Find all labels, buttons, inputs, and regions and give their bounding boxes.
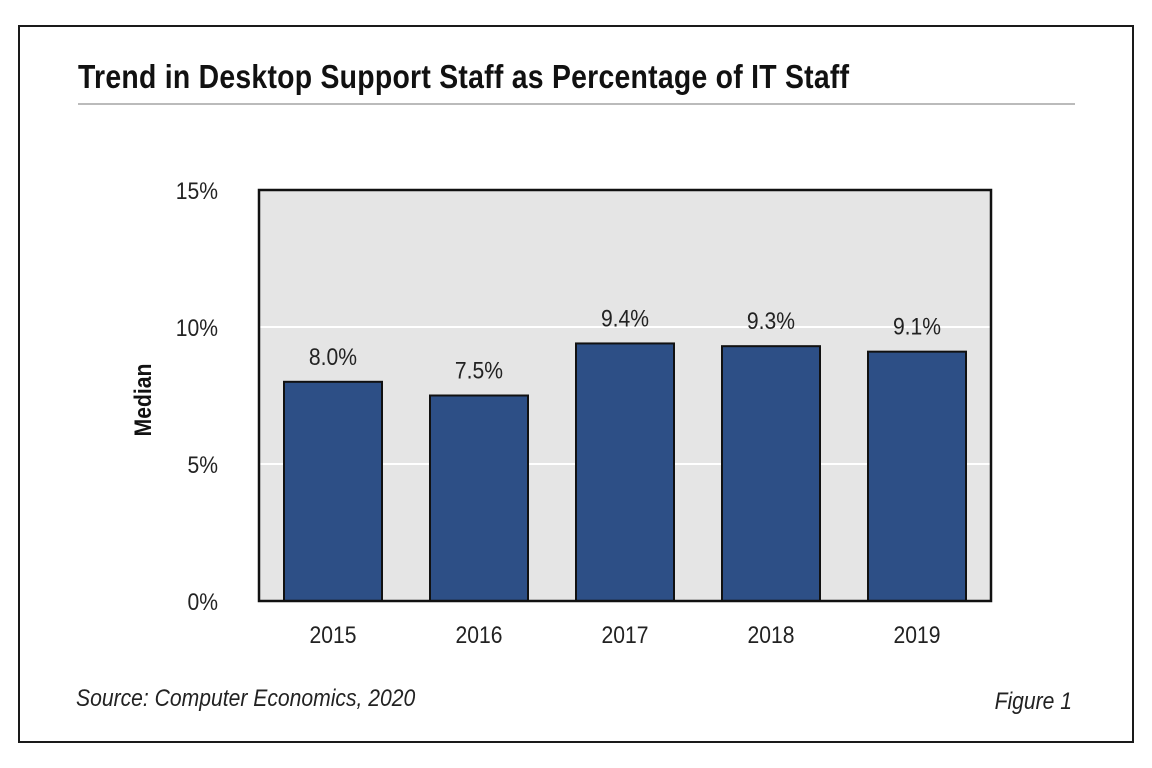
title-divider (78, 103, 1075, 105)
y-tick-label: 5% (187, 452, 218, 479)
y-tick-label: 0% (187, 589, 218, 616)
bar-2015 (283, 380, 383, 602)
figure-label: Figure 1 (994, 688, 1072, 715)
data-label: 7.5% (455, 357, 503, 384)
data-label: 9.4% (601, 305, 649, 332)
x-tick-label: 2015 (310, 622, 357, 649)
bar-2018 (721, 345, 821, 602)
bar-2016 (429, 394, 529, 602)
bar-2017 (575, 342, 675, 602)
data-label: 8.0% (309, 344, 357, 371)
figure-frame (18, 25, 1134, 743)
bar-2019 (867, 350, 967, 602)
x-tick-label: 2016 (456, 622, 503, 649)
x-tick-label: 2018 (748, 622, 795, 649)
data-label: 9.1% (893, 313, 941, 340)
y-tick-label: 10% (176, 315, 218, 342)
y-tick-label: 15% (176, 178, 218, 205)
source-note: Source: Computer Economics, 2020 (76, 685, 416, 712)
chart-title: Trend in Desktop Support Staff as Percen… (78, 58, 850, 95)
data-label: 9.3% (747, 308, 795, 335)
y-axis-label: Median (130, 364, 157, 437)
plot-border (257, 188, 993, 603)
x-tick-label: 2019 (894, 622, 941, 649)
x-tick-label: 2017 (602, 622, 649, 649)
